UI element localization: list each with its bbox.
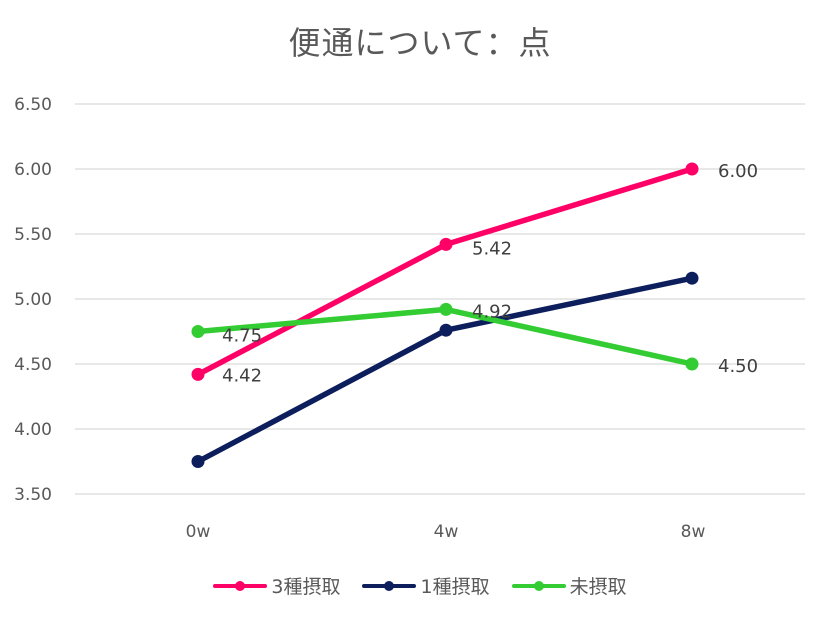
data-label: 4.92 xyxy=(472,301,512,322)
data-point xyxy=(685,357,699,371)
data-point xyxy=(191,367,205,381)
legend-marker xyxy=(384,580,395,591)
y-tick-label: 5.00 xyxy=(14,290,52,310)
x-tick-label: 0w xyxy=(186,522,211,542)
y-tick-label: 6.50 xyxy=(14,95,52,115)
data-point xyxy=(685,271,699,285)
legend-marker xyxy=(235,580,246,591)
legend-item: 未摂取 xyxy=(511,572,627,599)
legend-marker xyxy=(533,580,544,591)
data-point xyxy=(191,455,205,468)
y-tick-label: 3.50 xyxy=(14,485,52,505)
legend-label: 1種摂取 xyxy=(420,576,490,598)
legend-label: 未摂取 xyxy=(569,576,627,598)
data-label: 6.00 xyxy=(718,161,758,182)
chart-title: 便通について：点 xyxy=(288,24,552,62)
legend-item: 1種摂取 xyxy=(362,572,490,599)
data-label: 5.42 xyxy=(472,238,512,259)
x-tick-label: 4w xyxy=(434,522,459,542)
series-line xyxy=(195,166,695,378)
legend-item: 3種摂取 xyxy=(213,572,340,599)
y-tick-label: 5.50 xyxy=(14,225,52,245)
legend: 3種摂取 1種摂取 未摂取 xyxy=(0,572,840,599)
data-point xyxy=(439,302,453,316)
x-tick-label: 8w xyxy=(681,522,706,542)
data-label: 4.75 xyxy=(222,326,262,347)
data-point xyxy=(439,237,453,251)
y-tick-label: 4.50 xyxy=(14,355,52,375)
data-label: 4.50 xyxy=(718,356,758,377)
data-point xyxy=(439,323,453,337)
legend-label: 3種摂取 xyxy=(271,576,341,598)
y-tick-label: 4.00 xyxy=(14,420,52,440)
legend-swatch xyxy=(213,580,268,591)
data-label: 4.42 xyxy=(222,365,262,386)
y-tick-label: 6.00 xyxy=(14,160,52,180)
legend-swatch xyxy=(511,580,566,591)
data-point xyxy=(191,325,205,338)
legend-swatch xyxy=(362,580,417,591)
data-point xyxy=(685,162,699,176)
